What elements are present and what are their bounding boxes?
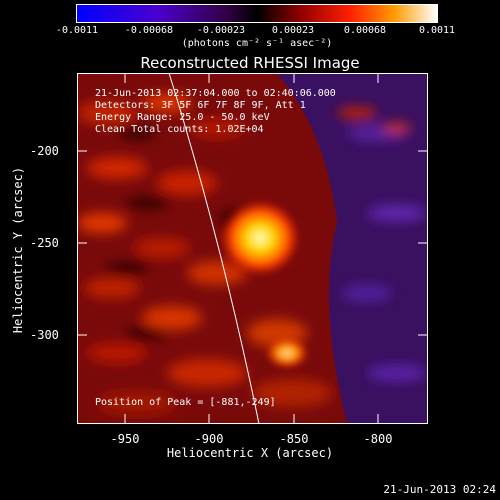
colorbar-units: (photons cm⁻² s⁻¹ asec⁻²) [181,38,333,49]
x-tick-label: -850 [279,432,309,446]
x-tick-label: -950 [110,432,140,446]
x-tick-label: -900 [194,432,224,446]
annotation-peak: Position of Peak = [-881,-249] [95,397,276,408]
colorbar-tick: 0.00068 [343,25,387,36]
x-axis-label: Heliocentric X (arcsec) [166,446,334,460]
plot-title: Reconstructed RHESSI Image [140,54,360,72]
y-tick-label: -300 [30,328,59,342]
colorbar-tick: -0.00023 [196,25,246,36]
y-axis-label: Heliocentric Y (arcsec) [11,166,25,334]
colorbar [76,4,438,23]
colorbar-tick: 0.0011 [418,25,456,36]
annotation-detectors: Detectors: 3F 5F 6F 7F 8F 9F, Att 1 [95,100,306,111]
timestamp: 21-Jun-2013 02:24 [383,483,496,496]
annotation-time-range: 21-Jun-2013 02:37:04.000 to 02:40:06.000 [95,88,336,99]
rhessi-image [77,73,428,424]
annotation-clean: Clean Total counts: 1.02E+04 [95,124,264,135]
y-tick-label: -250 [30,236,59,250]
colorbar-tick: -0.00068 [124,25,174,36]
colorbar-tick: 0.00023 [271,25,315,36]
y-tick-label: -200 [30,144,59,158]
annotation-energy: Energy Range: 25.0 - 50.0 keV [95,112,270,123]
x-tick-label: -800 [363,432,393,446]
colorbar-tick: -0.0011 [55,25,99,36]
